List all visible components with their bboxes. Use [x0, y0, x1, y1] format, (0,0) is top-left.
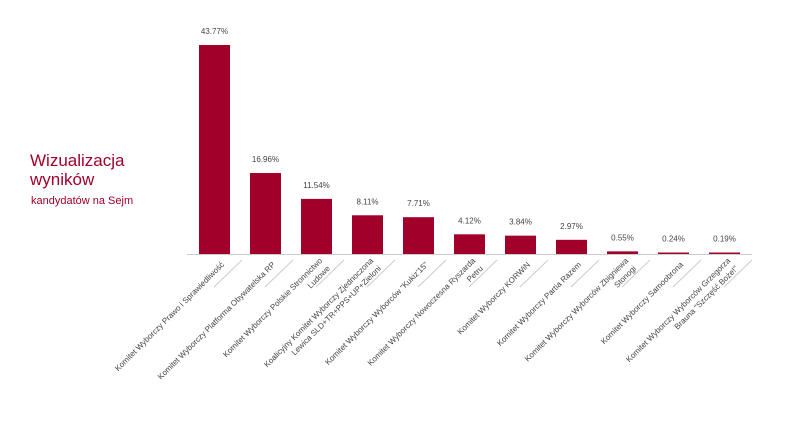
- data-label: 3.84%: [509, 218, 532, 227]
- bar: [199, 45, 230, 254]
- tick-divider: [621, 259, 651, 288]
- data-label: 2.97%: [560, 222, 583, 231]
- bar: [301, 198, 332, 254]
- bar: [250, 173, 281, 254]
- category-label: Komitet Wyborczy Partia Razem: [495, 260, 583, 348]
- tick-divider: [672, 259, 702, 288]
- data-label: 4.12%: [458, 216, 481, 225]
- bar: [403, 217, 434, 254]
- tick-divider: [315, 259, 345, 288]
- bar: [454, 234, 485, 254]
- tick-divider: [417, 259, 447, 288]
- bar: [352, 215, 383, 254]
- category-label: Komitet Wyborczy Wyborców ZbigniewaStono…: [523, 256, 638, 364]
- data-label: 0.55%: [611, 233, 634, 242]
- bar: [658, 252, 689, 254]
- bar: [505, 235, 536, 254]
- data-label: 7.71%: [407, 199, 430, 208]
- tick-divider: [519, 259, 549, 288]
- data-label: 0.19%: [713, 235, 736, 244]
- tick-divider: [264, 259, 294, 288]
- tick-divider: [723, 259, 753, 288]
- category-label-line: Brauna "Szczęść Boże!": [673, 264, 740, 331]
- data-label: 8.11%: [356, 197, 378, 206]
- data-label: 16.96%: [252, 155, 279, 164]
- tick-divider: [570, 259, 600, 288]
- category-label: Komitet Wyborczy Nowoczesna RyszardaPetr…: [366, 256, 485, 368]
- category-label: Komitet Wyborczy Prawo i Sprawiedliwość: [113, 260, 226, 373]
- tick-divider: [213, 259, 243, 288]
- category-label-line: Komitet Wyborczy Partia Razem: [495, 260, 583, 348]
- data-label: 11.54%: [303, 181, 330, 190]
- data-label: 43.77%: [201, 27, 228, 36]
- data-label: 0.24%: [662, 235, 685, 244]
- tick-divider: [468, 259, 498, 288]
- tick-divider: [366, 259, 396, 288]
- chart-subtitle: kandydatów na Sejm: [31, 195, 134, 207]
- chart-title: Wizualizacja wyników: [30, 151, 125, 189]
- bar: [556, 239, 587, 254]
- bar: [709, 252, 740, 254]
- category-label: Komitet Wyborczy Wyborców GrzegorzaBraun…: [624, 256, 740, 364]
- category-label-line: Komitet Wyborczy Prawo i Sprawiedliwość: [113, 260, 226, 373]
- bar: [607, 251, 638, 254]
